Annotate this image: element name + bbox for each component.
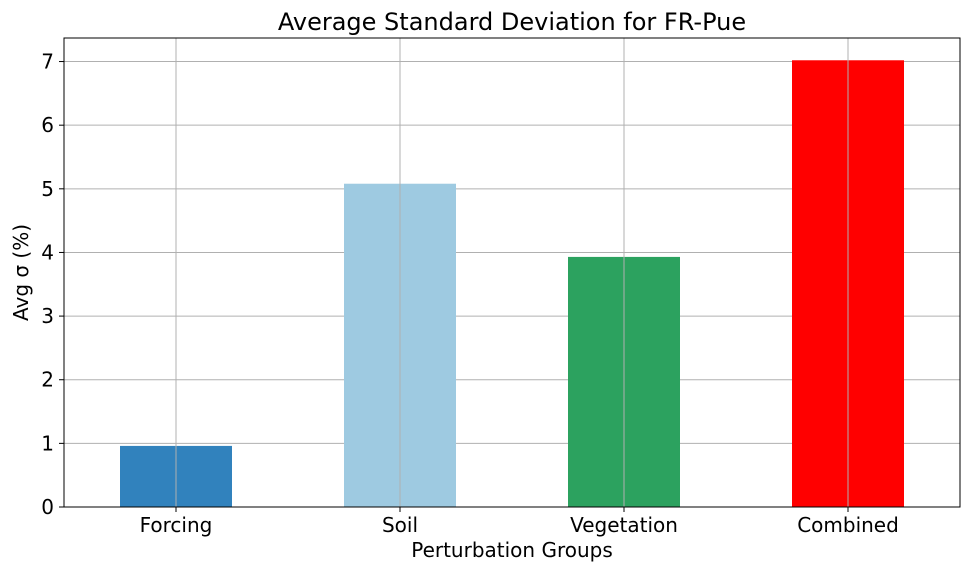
- y-tick-label: 5: [41, 177, 54, 201]
- y-tick-label: 0: [41, 495, 54, 519]
- x-tick-label: Forcing: [140, 513, 213, 537]
- y-tick-label: 6: [41, 113, 54, 137]
- bars: [120, 60, 904, 507]
- grid: [64, 61, 960, 508]
- x-tick-label: Vegetation: [570, 513, 678, 537]
- plot-frame: [63, 37, 961, 508]
- x-tick-label: Soil: [382, 513, 418, 537]
- y-tick-label: 7: [41, 50, 54, 74]
- x-tick-label: Combined: [797, 513, 899, 537]
- y-tick-label: 2: [41, 368, 54, 392]
- y-tick-label: 3: [41, 304, 54, 328]
- y-tick-label: 1: [41, 431, 54, 455]
- y-tick-label: 4: [41, 240, 54, 264]
- y-axis: 0 1 2 3 4 5 6 7: [41, 50, 64, 519]
- vertical-grid: [175, 38, 849, 507]
- x-axis-label: Perturbation Groups: [411, 538, 613, 562]
- chart-title: Average Standard Deviation for FR-Pue: [278, 8, 746, 36]
- x-axis: Forcing Soil Vegetation Combined: [140, 507, 899, 537]
- y-axis-label: Avg σ (%): [9, 224, 33, 321]
